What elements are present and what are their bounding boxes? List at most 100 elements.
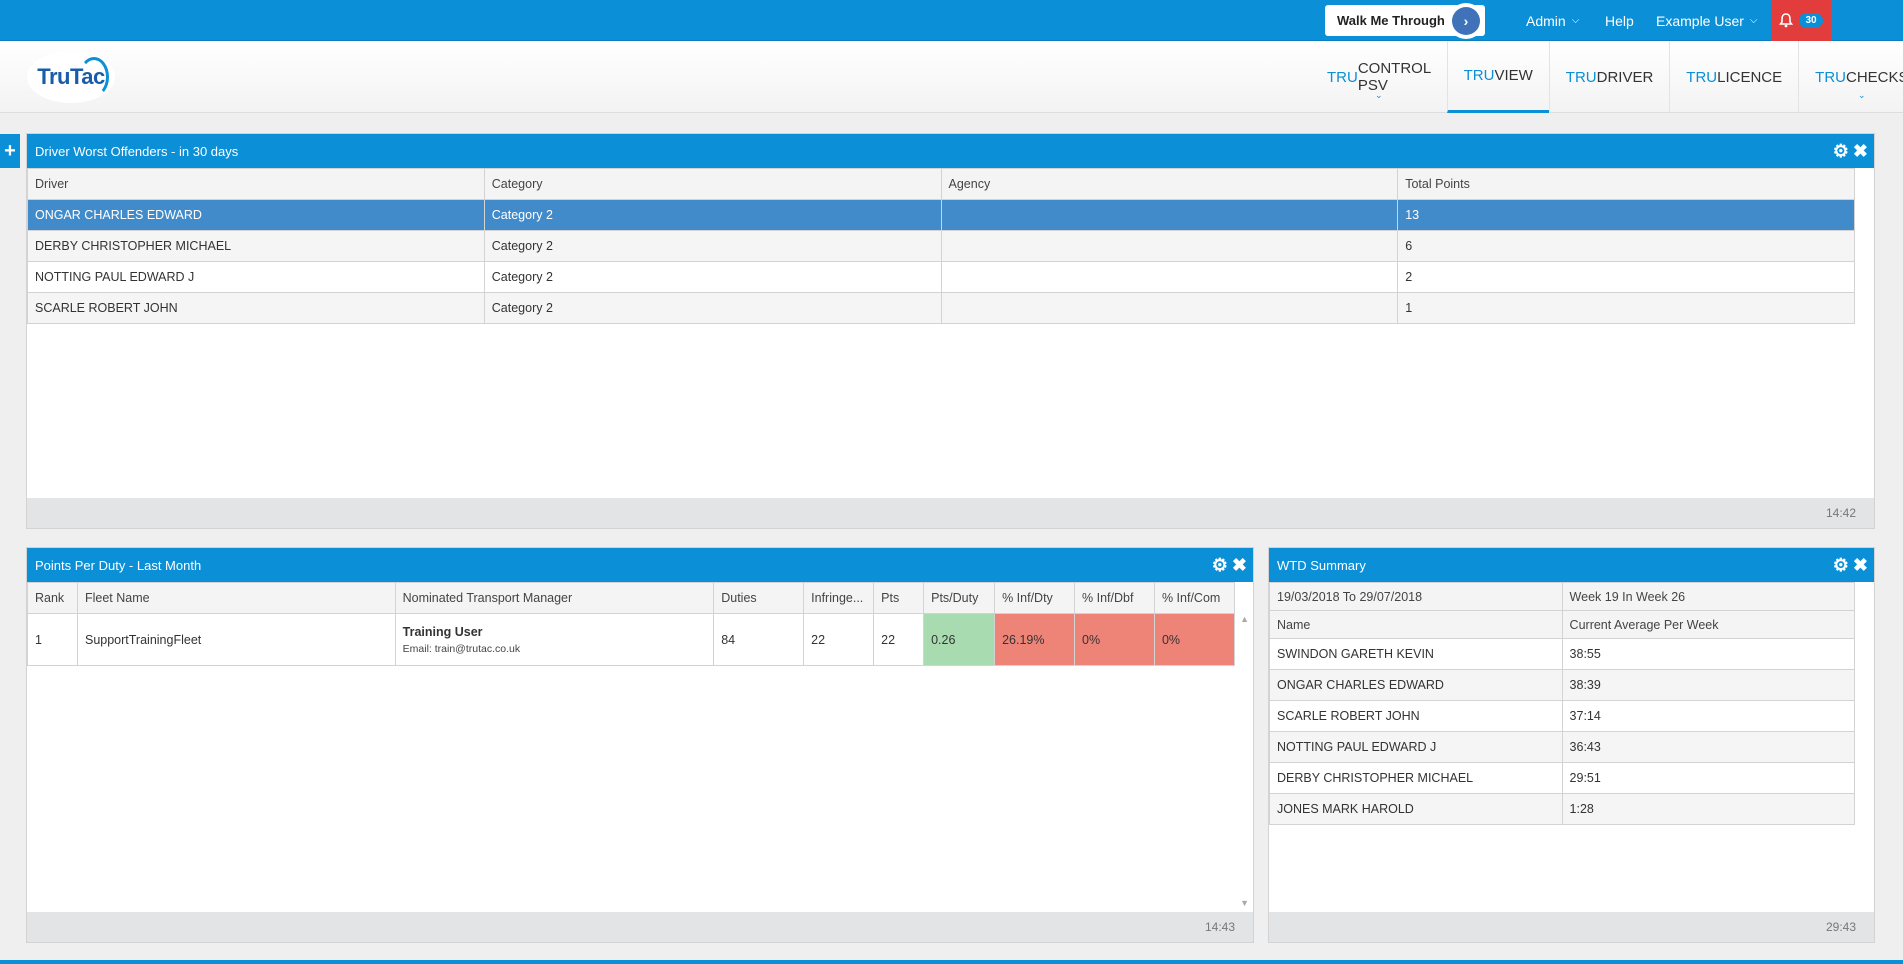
close-icon[interactable]: ✖ <box>1852 554 1868 575</box>
close-icon[interactable]: ✖ <box>1231 554 1247 575</box>
cell-driver: SCARLE ROBERT JOHN <box>27 292 485 324</box>
gear-icon[interactable]: ⚙ <box>1832 554 1849 575</box>
module-trucontrol-psv[interactable]: TRU CONTROL PSV ⌄ <box>1311 41 1447 113</box>
cell-category: Category 2 <box>483 261 942 293</box>
module-prefix: TRU <box>1686 68 1718 86</box>
cell-name: SCARLE ROBERT JOHN <box>1269 700 1563 732</box>
column-header-total-points[interactable]: Total Points <box>1397 168 1855 200</box>
cell-infringements: 22 <box>803 613 875 666</box>
help-link[interactable]: Help <box>1605 0 1634 41</box>
table-row[interactable]: NOTTING PAUL EDWARD J 36:43 <box>1269 731 1856 763</box>
column-header-name[interactable]: Name <box>1269 610 1563 639</box>
cell-total-points: 13 <box>1397 199 1855 231</box>
cell-driver: DERBY CHRISTOPHER MICHAEL <box>27 230 485 262</box>
table-row[interactable]: ONGAR CHARLES EDWARD 38:39 <box>1269 669 1856 701</box>
cell-total-points: 1 <box>1397 292 1855 324</box>
notification-count-badge: 30 <box>1799 13 1823 28</box>
panel-title: Points Per Duty - Last Month <box>35 557 202 573</box>
module-trulicence[interactable]: TRU LICENCE <box>1669 41 1798 113</box>
cell-rank: 1 <box>27 613 78 666</box>
cell-agency <box>940 292 1399 324</box>
table-row[interactable]: SCARLE ROBERT JOHN Category 2 1 <box>27 292 1855 324</box>
module-trudriver[interactable]: TRU DRIVER <box>1548 41 1670 113</box>
wtd-table: 19/03/2018 To 29/07/2018 Week 19 In Week… <box>1269 582 1856 825</box>
last-updated-time: 29:43 <box>1825 920 1856 934</box>
panel-title: WTD Summary <box>1277 557 1366 573</box>
column-header-average[interactable]: Current Average Per Week <box>1561 610 1856 639</box>
column-header-driver[interactable]: Driver <box>27 168 485 200</box>
chevron-down-icon: ⌵ <box>1749 15 1758 26</box>
cell-driver: NOTTING PAUL EDWARD J <box>27 261 485 293</box>
cell-category: Category 2 <box>483 292 942 324</box>
panel-header: WTD Summary ⚙ ✖ <box>1269 548 1874 582</box>
column-header-pts[interactable]: Pts <box>873 582 925 614</box>
module-label: VIEW <box>1494 67 1533 84</box>
cell-average: 38:55 <box>1561 638 1856 670</box>
driver-worst-offenders-panel: Driver Worst Offenders - in 30 days ⚙ ✖ … <box>26 133 1875 529</box>
table-row[interactable]: DERBY CHRISTOPHER MICHAEL 29:51 <box>1269 762 1856 794</box>
module-truchecks[interactable]: TRU CHECKS ⌄ <box>1798 41 1903 113</box>
logo-swoosh-icon <box>79 57 109 97</box>
notifications-button[interactable]: 30 <box>1771 0 1831 41</box>
table-row[interactable]: DERBY CHRISTOPHER MICHAEL Category 2 6 <box>27 230 1855 262</box>
top-bar: Walk Me Through › Admin ⌵ Help Example U… <box>0 0 1903 41</box>
period-header: 19/03/2018 To 29/07/2018 <box>1269 582 1563 611</box>
cell-agency <box>940 261 1399 293</box>
cell-total-points: 2 <box>1397 261 1855 293</box>
table-row[interactable]: 1 SupportTrainingFleet Training User Ema… <box>27 613 1236 666</box>
cell-agency <box>940 199 1399 231</box>
scroll-up-icon[interactable]: ▲ <box>1240 614 1249 624</box>
module-prefix: TRU <box>1327 68 1358 86</box>
cell-average: 1:28 <box>1561 793 1856 825</box>
last-updated-time: 14:43 <box>1204 920 1235 934</box>
column-header-transport-manager[interactable]: Nominated Transport Manager <box>394 582 715 614</box>
column-header-rank[interactable]: Rank <box>27 582 78 614</box>
column-header-category[interactable]: Category <box>483 168 942 200</box>
module-label: CONTROL PSV <box>1357 60 1431 94</box>
cell-average: 38:39 <box>1561 669 1856 701</box>
cell-average: 36:43 <box>1561 731 1856 763</box>
gear-icon[interactable]: ⚙ <box>1211 554 1228 575</box>
cell-category: Category 2 <box>483 199 942 231</box>
column-header-inf-com[interactable]: % Inf/Com <box>1153 582 1236 614</box>
close-icon[interactable]: ✖ <box>1852 140 1868 161</box>
table-row[interactable]: SWINDON GARETH KEVIN 38:55 <box>1269 638 1856 670</box>
column-header-fleet-name[interactable]: Fleet Name <box>76 582 396 614</box>
module-truview[interactable]: TRU VIEW <box>1446 41 1549 113</box>
table-row[interactable]: JONES MARK HAROLD 1:28 <box>1269 793 1856 825</box>
plus-icon: + <box>4 139 16 162</box>
help-label: Help <box>1605 12 1634 29</box>
points-table: Rank Fleet Name Nominated Transport Mana… <box>27 582 1236 666</box>
manager-email: Email: train@trutac.co.uk <box>402 642 521 655</box>
chevron-down-icon: ⌄ <box>1375 90 1383 100</box>
scroll-down-icon[interactable]: ▼ <box>1240 898 1249 908</box>
bottom-bar <box>0 960 1903 964</box>
admin-menu[interactable]: Admin ⌵ <box>1526 0 1579 41</box>
offenders-table: Driver Category Agency Total Points ONGA… <box>27 168 1855 324</box>
column-header-inf-dty[interactable]: % Inf/Dty <box>994 582 1076 614</box>
cell-driver: ONGAR CHARLES EDWARD <box>27 199 485 231</box>
table-row[interactable]: NOTTING PAUL EDWARD J Category 2 2 <box>27 261 1855 293</box>
cell-average: 37:14 <box>1561 700 1856 732</box>
trutac-logo[interactable]: TruTac <box>27 51 115 103</box>
table-row[interactable]: ONGAR CHARLES EDWARD Category 2 13 <box>27 199 1855 231</box>
column-header-pts-duty[interactable]: Pts/Duty <box>923 582 996 614</box>
table-row[interactable]: SCARLE ROBERT JOHN 37:14 <box>1269 700 1856 732</box>
bell-icon <box>1779 13 1794 28</box>
column-header-inf-dbf[interactable]: % Inf/Dbf <box>1074 582 1155 614</box>
module-prefix: TRU <box>1463 67 1495 84</box>
panel-header: Driver Worst Offenders - in 30 days ⚙ ✖ <box>27 134 1874 168</box>
column-header-infringements[interactable]: Infringe... <box>803 582 875 614</box>
cell-transport-manager: Training User Email: train@trutac.co.uk <box>394 613 715 666</box>
walk-me-through-label: Walk Me Through <box>1337 13 1445 28</box>
module-label: CHECKS <box>1845 68 1903 86</box>
walk-me-through-arrow-button[interactable]: › <box>1448 3 1484 39</box>
module-prefix: TRU <box>1815 68 1846 86</box>
cell-pts: 22 <box>873 613 925 666</box>
gear-icon[interactable]: ⚙ <box>1832 140 1849 161</box>
column-header-duties[interactable]: Duties <box>713 582 805 614</box>
add-widget-button[interactable]: + <box>0 134 20 168</box>
user-menu[interactable]: Example User ⌵ <box>1656 0 1758 41</box>
column-header-agency[interactable]: Agency <box>940 168 1399 200</box>
cell-inf-dty: 26.19% <box>994 613 1076 666</box>
